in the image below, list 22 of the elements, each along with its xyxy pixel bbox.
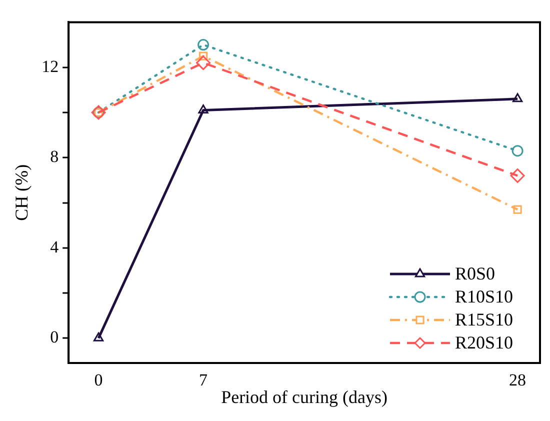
- y-tick-label: 8: [50, 147, 59, 166]
- point: [512, 145, 524, 157]
- point: [198, 39, 210, 51]
- point: [510, 168, 525, 183]
- y-tick-label: 4: [50, 237, 60, 256]
- x-tick-label: 7: [199, 370, 208, 390]
- point: [513, 205, 522, 214]
- point: [196, 56, 211, 70]
- point: [199, 52, 208, 60]
- point: [512, 93, 523, 102]
- point: [93, 332, 104, 342]
- x-tick-label: 28: [509, 370, 526, 390]
- legend-label: R20S10: [455, 332, 514, 353]
- x-tick-label: 0: [94, 370, 103, 390]
- legend-label: R0S0: [455, 264, 496, 284]
- point: [198, 104, 208, 114]
- y-tick-label: 12: [42, 56, 59, 76]
- legend-label: R15S10: [455, 310, 514, 330]
- y-tick-label: 0: [50, 328, 59, 347]
- y-axis-title: CH (%): [12, 164, 32, 221]
- legend-label: R10S10: [455, 286, 514, 307]
- x-axis-title: Period of curing (days): [221, 386, 388, 407]
